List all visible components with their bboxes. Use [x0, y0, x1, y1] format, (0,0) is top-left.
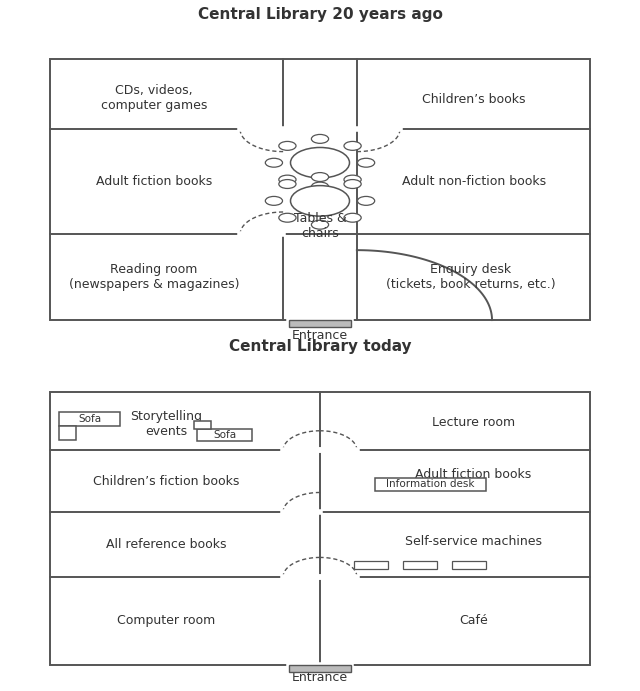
Text: Café: Café: [460, 614, 488, 627]
Text: Children’s books: Children’s books: [422, 93, 525, 106]
Circle shape: [312, 182, 328, 191]
Bar: [197, 429, 252, 441]
Circle shape: [344, 142, 361, 151]
Circle shape: [291, 186, 349, 216]
Text: Lecture room: Lecture room: [432, 416, 515, 429]
Text: Information desk: Information desk: [387, 480, 475, 489]
Title: Central Library today: Central Library today: [228, 339, 412, 354]
Text: Reading room
(newspapers & magazines): Reading room (newspapers & magazines): [69, 263, 239, 291]
Circle shape: [279, 214, 296, 223]
Text: Enquiry desk
(tickets, book returns, etc.): Enquiry desk (tickets, book returns, etc…: [386, 263, 556, 291]
Text: Storytelling
events: Storytelling events: [131, 410, 202, 438]
Title: Central Library 20 years ago: Central Library 20 years ago: [198, 8, 442, 22]
Text: Entrance: Entrance: [292, 671, 348, 684]
Bar: [452, 561, 486, 569]
Bar: [403, 561, 436, 569]
Circle shape: [358, 158, 374, 167]
Text: Tables &
chairs: Tables & chairs: [294, 212, 346, 240]
Text: Children’s fiction books: Children’s fiction books: [93, 475, 239, 488]
Text: Adult fiction books: Adult fiction books: [96, 176, 212, 189]
Circle shape: [312, 220, 328, 229]
Bar: [59, 413, 120, 426]
Circle shape: [312, 173, 328, 182]
Circle shape: [279, 175, 296, 184]
Bar: [375, 478, 486, 491]
Circle shape: [291, 147, 349, 178]
Text: CDs, videos,
computer games: CDs, videos, computer games: [101, 84, 207, 111]
Circle shape: [266, 158, 282, 167]
Bar: [354, 561, 388, 569]
Bar: [50, 392, 590, 665]
Bar: [289, 665, 351, 672]
Text: Entrance: Entrance: [292, 330, 348, 343]
Bar: [289, 320, 351, 327]
Circle shape: [344, 175, 361, 184]
Circle shape: [344, 180, 361, 189]
Text: Adult non-fiction books: Adult non-fiction books: [401, 176, 546, 189]
Bar: [50, 59, 590, 320]
Text: Self-service machines: Self-service machines: [405, 535, 542, 548]
Bar: [59, 426, 76, 439]
Bar: [194, 421, 211, 429]
Text: All reference books: All reference books: [106, 538, 227, 551]
Circle shape: [279, 142, 296, 151]
Circle shape: [279, 180, 296, 189]
Circle shape: [358, 196, 374, 205]
Text: Adult fiction books: Adult fiction books: [415, 468, 532, 481]
Circle shape: [266, 196, 282, 205]
Text: Computer room: Computer room: [117, 614, 216, 627]
Circle shape: [344, 214, 361, 223]
Text: Sofa: Sofa: [78, 414, 101, 424]
Text: Sofa: Sofa: [213, 430, 236, 440]
Circle shape: [312, 135, 328, 143]
